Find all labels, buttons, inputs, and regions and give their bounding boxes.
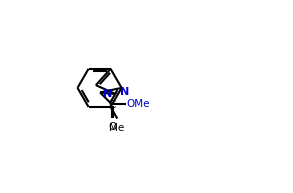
Text: Me: Me xyxy=(109,123,124,133)
Text: OMe: OMe xyxy=(127,99,150,109)
Text: O: O xyxy=(108,122,117,132)
Text: N: N xyxy=(120,87,130,97)
Text: N: N xyxy=(103,89,113,99)
Text: C: C xyxy=(109,100,116,110)
